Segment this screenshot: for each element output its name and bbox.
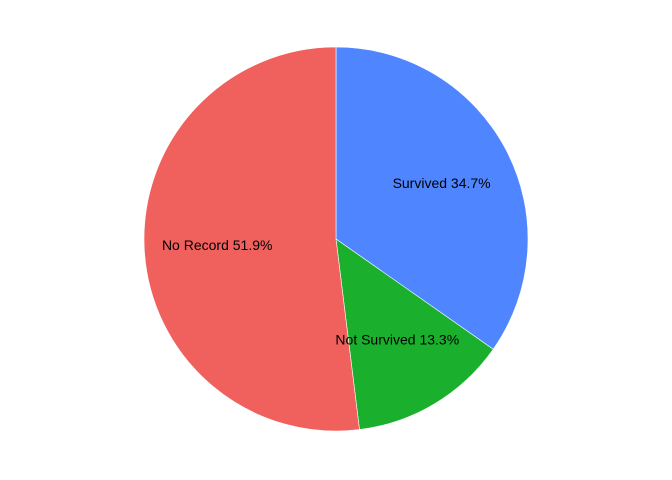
pie-label-no-record: No Record 51.9%: [162, 237, 273, 253]
pie-label-survived: Survived 34.7%: [393, 175, 491, 191]
pie-slices: [143, 46, 529, 432]
pie-labels: Survived 34.7% Not Survived 13.3% No Recor…: [162, 175, 491, 348]
pie-label-not-survived: Not Survived 13.3%: [335, 332, 459, 348]
pie-slice-no-record: [143, 46, 360, 432]
pie-slice-not-survived: [335, 238, 494, 430]
pie-slice-survived: [335, 46, 529, 350]
